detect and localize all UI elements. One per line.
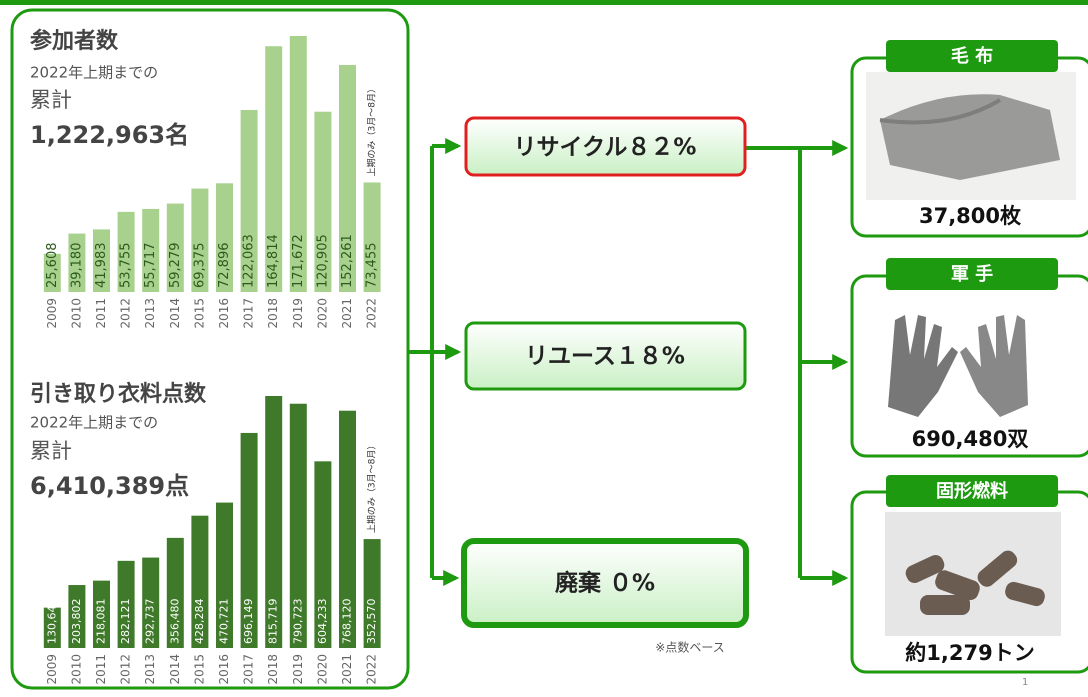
value-label: 768,120 bbox=[341, 599, 354, 645]
value-label: 790,723 bbox=[291, 599, 304, 645]
x-tick-label: 2021 bbox=[340, 298, 354, 329]
x-tick-label: 2009 bbox=[45, 654, 59, 685]
subtitle: 2022年上期までの bbox=[30, 414, 158, 432]
value-label: 164,814 bbox=[266, 234, 281, 288]
x-tick-label: 2011 bbox=[94, 654, 108, 685]
x-tick-label: 2015 bbox=[192, 654, 206, 685]
total: 6,410,389点 bbox=[30, 472, 189, 500]
flow-label: リサイクル８２% bbox=[514, 135, 697, 161]
product-amount: 690,480双 bbox=[912, 427, 1029, 451]
product-name: 毛 布 bbox=[951, 45, 993, 67]
value-label: 120,905 bbox=[315, 234, 330, 288]
product-amount: 37,800枚 bbox=[919, 204, 1022, 228]
x-tick-label: 2019 bbox=[291, 298, 305, 329]
annotation: 上期のみ（3月〜8月） bbox=[367, 84, 378, 176]
value-label: 41,983 bbox=[94, 243, 109, 289]
connector bbox=[745, 148, 800, 578]
value-label: 171,672 bbox=[291, 234, 306, 288]
value-label: 59,279 bbox=[168, 243, 183, 289]
value-label: 428,284 bbox=[193, 599, 206, 645]
note: ※点数ベース bbox=[655, 640, 724, 655]
x-tick-label: 2020 bbox=[315, 298, 329, 329]
value-label: 292,737 bbox=[144, 599, 157, 645]
annotation: 上期のみ（3月〜8月） bbox=[367, 441, 378, 533]
product-name: 軍 手 bbox=[951, 263, 993, 285]
value-label: 122,063 bbox=[242, 234, 257, 288]
page-number: 1 bbox=[1022, 677, 1028, 688]
value-label: 72,896 bbox=[217, 243, 232, 289]
x-tick-label: 2014 bbox=[168, 654, 182, 685]
x-tick-label: 2021 bbox=[340, 654, 354, 685]
value-label: 130,649 bbox=[45, 599, 58, 645]
x-tick-label: 2017 bbox=[242, 298, 256, 329]
value-label: 53,755 bbox=[119, 243, 134, 289]
x-tick-label: 2015 bbox=[192, 298, 206, 329]
x-tick-label: 2022 bbox=[365, 654, 379, 685]
value-label: 152,261 bbox=[340, 234, 355, 288]
chart-title: 参加者数 bbox=[30, 28, 119, 54]
value-label: 203,802 bbox=[70, 599, 83, 645]
value-label: 55,717 bbox=[143, 243, 158, 289]
value-label: 218,081 bbox=[95, 599, 108, 645]
total-label: 累計 bbox=[30, 88, 72, 112]
value-label: 25,608 bbox=[45, 243, 60, 289]
value-label: 352,570 bbox=[365, 599, 378, 645]
x-tick-label: 2010 bbox=[69, 298, 83, 329]
product-amount: 約1,279トン bbox=[905, 641, 1034, 665]
value-label: 282,121 bbox=[119, 599, 132, 645]
x-tick-label: 2022 bbox=[365, 298, 379, 329]
x-tick-label: 2013 bbox=[143, 298, 157, 329]
x-tick-label: 2012 bbox=[119, 298, 133, 329]
x-tick-label: 2009 bbox=[45, 298, 59, 329]
value-label: 470,721 bbox=[218, 599, 231, 645]
x-tick-label: 2020 bbox=[315, 654, 329, 685]
top-bar bbox=[0, 0, 1088, 5]
flow-label: 廃棄 ０% bbox=[555, 570, 655, 597]
x-tick-label: 2016 bbox=[217, 654, 231, 685]
x-tick-label: 2010 bbox=[69, 654, 83, 685]
value-label: 73,455 bbox=[365, 243, 380, 289]
x-tick-label: 2018 bbox=[266, 298, 280, 329]
slide: 参加者数 引き取り衣料点数 1,222,963名 6,410,389点 2022… bbox=[0, 0, 1088, 693]
value-label: 815,719 bbox=[267, 599, 280, 645]
subtitle: 2022年上期までの bbox=[30, 64, 158, 82]
value-label: 696,149 bbox=[242, 599, 255, 645]
product-name: 固形燃料 bbox=[936, 480, 1008, 502]
x-tick-label: 2012 bbox=[119, 654, 133, 685]
value-label: 356,480 bbox=[168, 599, 181, 645]
x-tick-label: 2016 bbox=[217, 298, 231, 329]
fuel-piece bbox=[920, 595, 970, 615]
connector bbox=[408, 146, 432, 578]
value-label: 39,180 bbox=[69, 243, 84, 289]
x-tick-label: 2014 bbox=[168, 298, 182, 329]
flow-label: リユース１８% bbox=[525, 344, 685, 370]
x-tick-label: 2018 bbox=[266, 654, 280, 685]
value-label: 604,233 bbox=[316, 599, 329, 645]
value-label: 69,375 bbox=[192, 243, 207, 289]
x-tick-label: 2019 bbox=[291, 654, 305, 685]
total: 1,222,963名 bbox=[30, 121, 189, 149]
x-tick-label: 2013 bbox=[143, 654, 157, 685]
x-tick-label: 2017 bbox=[242, 654, 256, 685]
x-tick-label: 2011 bbox=[94, 298, 108, 329]
total-label: 累計 bbox=[30, 439, 72, 463]
page: 参加者数 引き取り衣料点数 1,222,963名 6,410,389点 2022… bbox=[0, 0, 1088, 697]
chart-title: 引き取り衣料点数 bbox=[30, 381, 207, 407]
